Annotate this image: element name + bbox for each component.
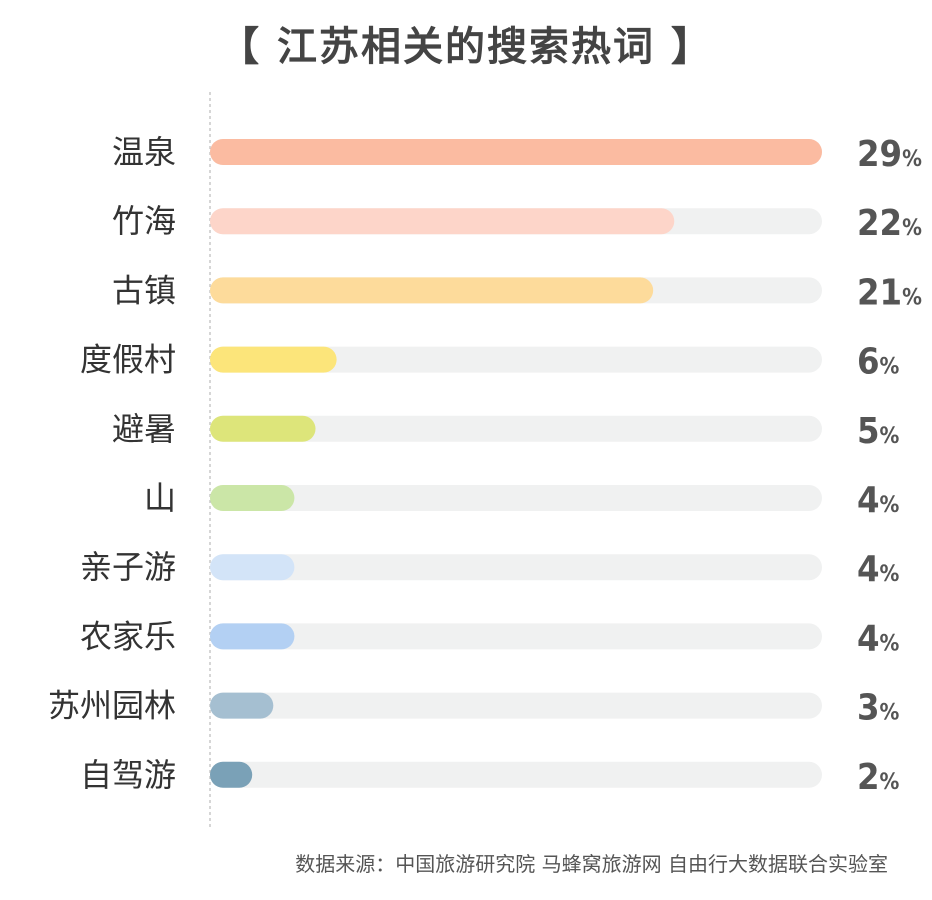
value-label: 6%	[857, 342, 900, 383]
bar	[210, 761, 253, 788]
category-label: 度假村	[80, 341, 176, 379]
category-label: 温泉	[112, 133, 176, 171]
bar	[210, 346, 337, 373]
category-label: 竹海	[112, 202, 176, 240]
bar-track	[210, 346, 822, 373]
bar-track	[210, 485, 822, 511]
bar	[210, 554, 295, 581]
value-label: 29%	[857, 134, 922, 175]
value-label: 4%	[857, 618, 900, 659]
bar	[210, 692, 274, 719]
bar	[210, 415, 316, 442]
category-label: 亲子游	[80, 548, 176, 586]
bar-track	[210, 415, 822, 442]
bar	[210, 623, 295, 650]
value-label: 4%	[857, 549, 900, 590]
category-label: 避暑	[112, 410, 176, 448]
bar	[210, 277, 654, 304]
bar	[210, 208, 675, 235]
bar-track	[210, 692, 822, 719]
bar-track	[210, 623, 822, 650]
bar	[210, 139, 822, 165]
value-label: 4%	[857, 480, 900, 521]
category-label: 农家乐	[80, 617, 176, 655]
category-label: 山	[144, 479, 176, 517]
bar	[210, 485, 295, 511]
value-label: 22%	[857, 203, 922, 244]
value-label: 2%	[857, 757, 900, 798]
data-source-note: 数据来源：中国旅游研究院 马蜂窝旅游网 自由行大数据联合实验室	[295, 852, 888, 876]
bar-track	[210, 761, 822, 788]
category-label: 苏州园林	[48, 687, 176, 725]
value-label: 3%	[857, 688, 900, 729]
bar-track	[210, 554, 822, 581]
chart-title: 【 江苏相关的搜索热词 】	[219, 24, 713, 70]
value-label: 21%	[857, 272, 922, 313]
category-label: 自驾游	[80, 756, 176, 794]
value-label: 5%	[857, 411, 900, 452]
category-label: 古镇	[112, 271, 176, 309]
